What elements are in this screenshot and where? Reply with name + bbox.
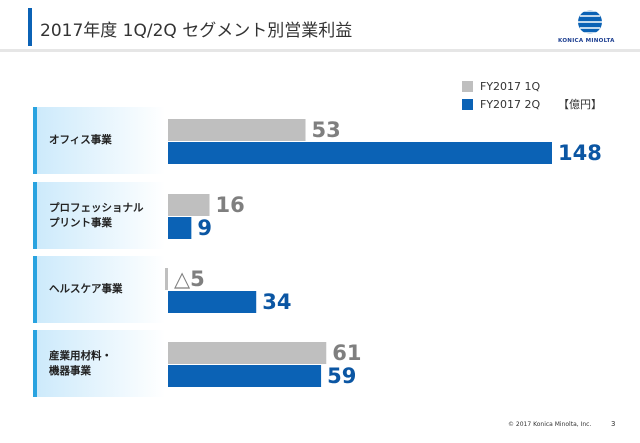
legend-label: FY2017 2Q	[480, 98, 541, 111]
category-label: プロフェッショナル プリント事業	[49, 201, 144, 229]
category-panel: 産業用材料・ 機器事業	[33, 330, 165, 397]
category-label: オフィス事業	[49, 134, 112, 146]
value-label: 59	[327, 364, 356, 388]
title-accent	[28, 8, 32, 46]
legend-swatch	[462, 99, 473, 110]
category-panel: プロフェッショナル プリント事業	[33, 182, 165, 249]
value-label: 53	[312, 118, 341, 142]
bar	[168, 142, 552, 164]
logo-text: KONICA MINOLTA	[558, 38, 615, 44]
category-panel: オフィス事業	[33, 107, 165, 174]
header-rule	[0, 49, 640, 52]
slide-title: 2017年度 1Q/2Q セグメント別営業利益	[40, 21, 353, 41]
value-label: △5	[174, 267, 205, 291]
logo-globe	[578, 10, 602, 34]
category-panel: ヘルスケア事業	[33, 256, 165, 323]
legend-swatch	[462, 81, 473, 92]
bar	[168, 342, 327, 364]
bar	[168, 217, 192, 239]
value-label: 61	[332, 341, 361, 365]
legend-label: FY2017 1Q	[480, 80, 541, 93]
page-number: 3	[611, 420, 616, 428]
value-label: 34	[262, 290, 291, 314]
value-label: 148	[558, 141, 602, 165]
bar	[168, 365, 322, 387]
value-label: 9	[197, 216, 212, 240]
category-label: 産業用材料・ 機器事業	[49, 349, 112, 377]
copyright: © 2017 Konica Minolta, Inc.	[508, 421, 592, 428]
bar	[168, 119, 306, 141]
value-label: 16	[216, 193, 245, 217]
bar	[168, 291, 257, 313]
category-label: ヘルスケア事業	[49, 283, 123, 295]
bar	[168, 194, 210, 216]
unit-label: 【億円】	[558, 98, 602, 111]
